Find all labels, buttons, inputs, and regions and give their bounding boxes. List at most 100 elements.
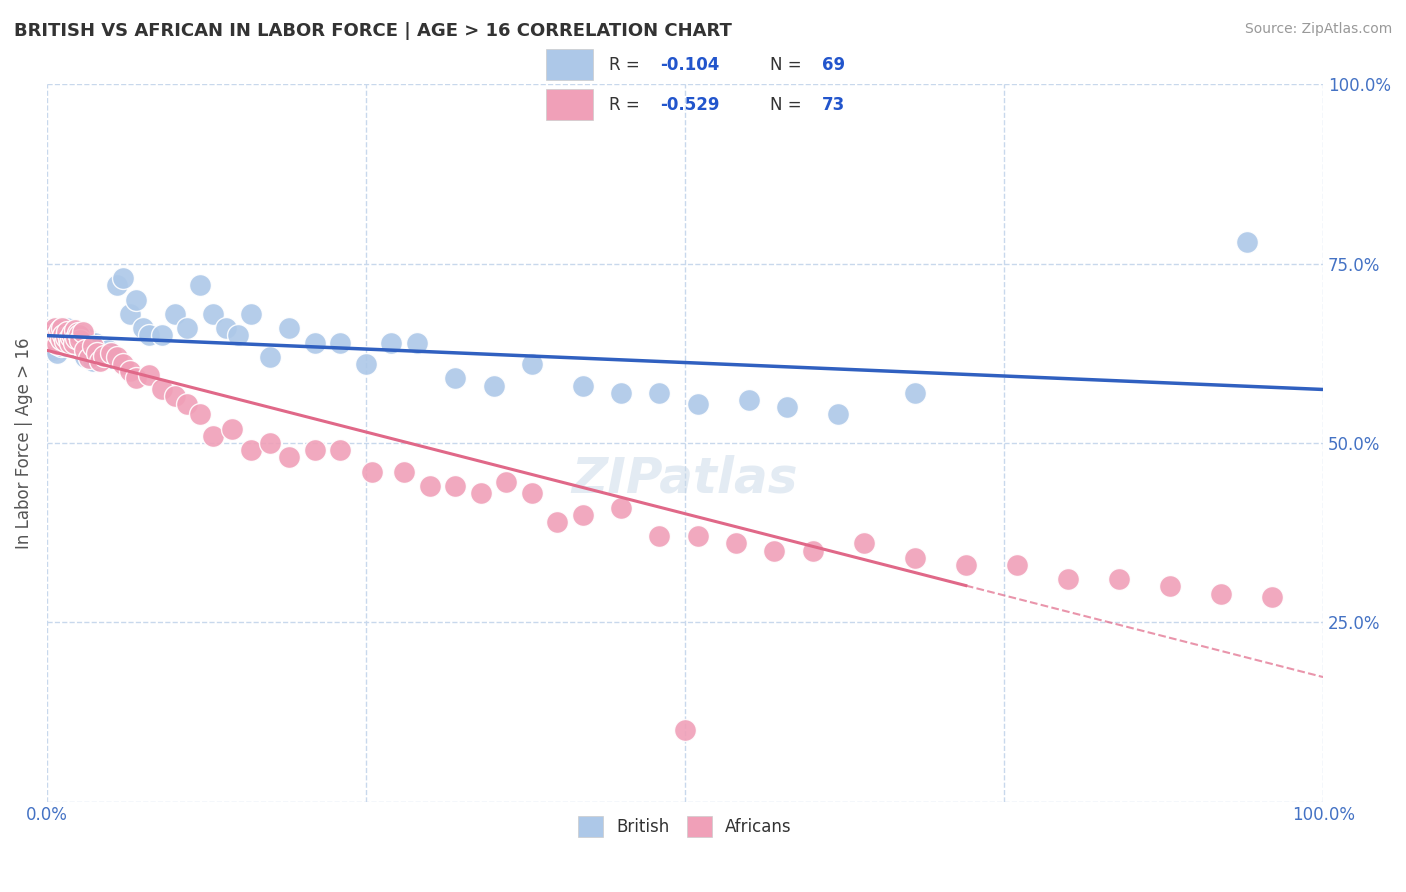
Text: ZIPatlas: ZIPatlas (572, 455, 799, 503)
Point (97, 343, 120, 357)
Point (46, 337, 69, 351)
Point (228, 328, 250, 343)
Point (304, 335, 326, 350)
Point (329, 335, 352, 350)
Point (93, 346, 115, 360)
Point (361, 465, 384, 479)
Point (65, 331, 87, 345)
Legend: British, Africans: British, Africans (572, 810, 799, 844)
Point (51, 321, 73, 335)
Point (84, 335, 107, 350)
Point (520, 486, 543, 500)
Point (470, 486, 492, 500)
Bar (546, 49, 593, 80)
Point (45, 332, 67, 346)
Point (259, 350, 281, 364)
Point (41, 325, 63, 339)
Point (72, 330, 94, 344)
Point (1159, 579, 1181, 593)
Point (163, 307, 186, 321)
Point (240, 307, 263, 321)
Point (648, 385, 671, 400)
Point (904, 385, 927, 400)
Point (278, 450, 301, 465)
Point (67, 328, 90, 343)
Point (125, 371, 148, 385)
Point (42, 328, 65, 343)
Point (118, 307, 141, 321)
Point (48, 326, 70, 341)
Point (56, 325, 79, 339)
Point (63, 325, 86, 339)
Point (188, 407, 211, 421)
Point (82, 339, 104, 353)
Point (66, 326, 89, 340)
Point (48, 321, 70, 335)
Point (1108, 572, 1130, 586)
Point (406, 335, 429, 350)
Point (53, 334, 76, 348)
Point (150, 328, 173, 343)
Point (686, 529, 709, 543)
Point (648, 529, 671, 543)
Point (58, 328, 80, 343)
Point (44, 321, 66, 335)
Point (852, 536, 875, 550)
Point (41, 328, 63, 343)
Point (138, 368, 160, 382)
Point (112, 271, 135, 285)
Point (76, 332, 98, 346)
Point (112, 357, 135, 371)
Point (105, 278, 128, 293)
Point (444, 479, 467, 493)
Point (763, 543, 786, 558)
Point (546, 515, 568, 529)
Point (1236, 235, 1258, 250)
Point (69, 337, 91, 351)
Point (354, 357, 377, 371)
Point (55, 330, 77, 344)
Point (100, 351, 122, 366)
Point (176, 321, 198, 335)
Point (38, 335, 60, 350)
Point (86, 346, 108, 360)
Point (72, 325, 94, 339)
Point (240, 443, 263, 458)
Point (65, 334, 87, 348)
Point (572, 508, 595, 522)
Point (62, 339, 84, 353)
Bar (546, 89, 593, 120)
Point (63, 323, 86, 337)
Point (87, 339, 110, 353)
Point (138, 328, 160, 343)
Point (59, 337, 82, 351)
Text: Source: ZipAtlas.com: Source: ZipAtlas.com (1244, 22, 1392, 37)
Point (131, 321, 153, 335)
Point (52, 332, 75, 346)
Text: 73: 73 (821, 95, 845, 114)
Point (46, 346, 69, 360)
Point (38, 332, 60, 346)
Point (150, 382, 173, 396)
Point (118, 364, 141, 378)
Point (827, 407, 849, 421)
Point (82, 353, 104, 368)
Point (1209, 586, 1232, 600)
Point (955, 558, 977, 572)
Point (776, 400, 799, 414)
Point (163, 389, 186, 403)
Point (60, 330, 83, 344)
Point (673, 723, 696, 737)
Point (62, 326, 84, 341)
Text: -0.529: -0.529 (661, 95, 720, 114)
Point (904, 550, 927, 565)
Point (77, 351, 100, 366)
Point (1261, 590, 1284, 604)
Text: -0.104: -0.104 (661, 55, 720, 74)
Point (89, 350, 111, 364)
Point (70, 326, 93, 341)
Point (51, 328, 73, 343)
Point (100, 346, 122, 360)
Text: R =: R = (609, 95, 645, 114)
Point (44, 321, 66, 335)
